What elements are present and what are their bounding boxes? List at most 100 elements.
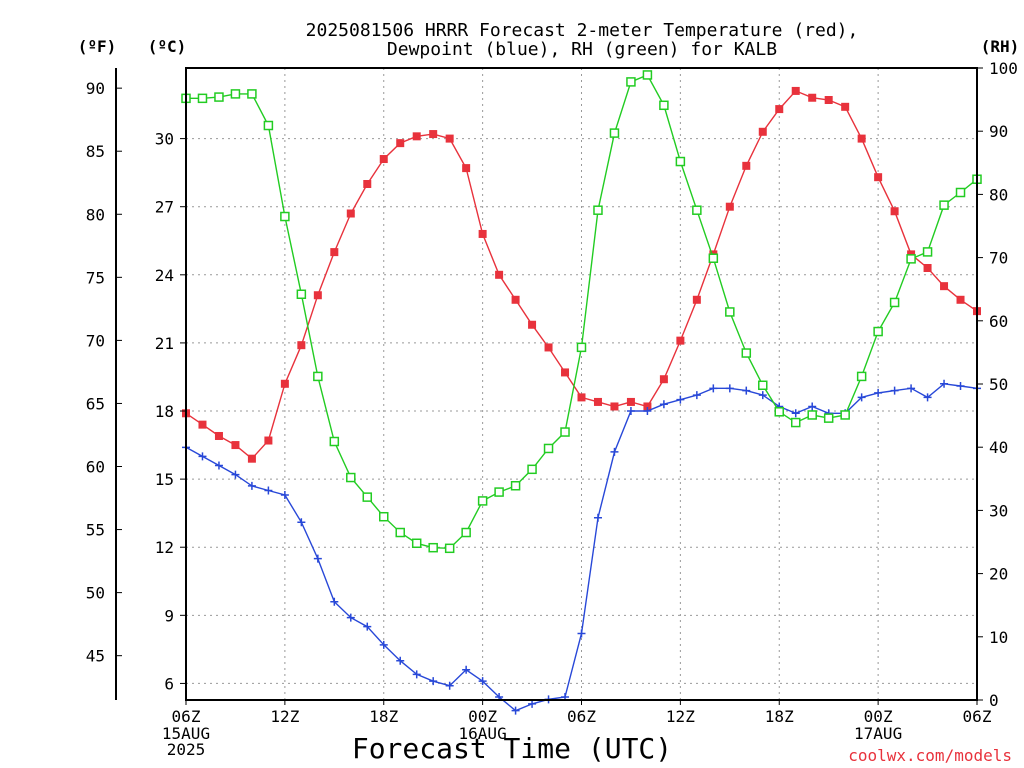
dewpoint-point [396,656,405,665]
rh-point [856,371,867,382]
x-tick-label: 00Z [864,707,893,726]
rh-point [214,92,224,102]
dewpoint-point [923,393,932,402]
rh-point [741,348,752,358]
dewpoint-point [264,486,273,495]
rh-point [477,496,488,506]
temperature-point [396,139,405,148]
x-tick-label: 12Z [666,707,695,726]
temperature-point [791,86,800,95]
temperature-point [956,295,965,304]
temperature-point [890,207,899,216]
rh-point [873,326,883,337]
temperature-point [643,402,652,411]
temperature-point [445,134,454,143]
temperature-point [478,229,487,238]
x-tick-label: 06Z [172,707,201,726]
dewpoint-point [857,393,866,402]
dewpoint-point [528,699,537,708]
temperature-point [429,130,438,139]
dewpoint-point [676,395,685,404]
temperature-point [659,375,668,384]
rh-point [280,211,290,222]
rh-point [576,342,587,353]
temperature-point [247,454,256,463]
temperature-point [214,431,223,440]
dewpoint-point [742,386,751,395]
temperature-point [725,202,734,211]
dewpoint-point [659,400,668,409]
rh-point [642,70,653,80]
celsius-tick-label: 30 [155,130,174,149]
temperature-point [346,209,355,218]
x-tick-label: 12Z [270,707,299,726]
dewpoint-point [907,384,916,393]
rh-point [263,120,274,131]
celsius-tick-label: 24 [155,266,174,285]
fahrenheit-tick-label: 60 [86,458,105,477]
rh-tick-label: 0 [989,691,999,710]
rh-point [560,427,570,437]
rh-point [362,492,373,502]
chart-title-line1: 2025081506 HRRR Forecast 2-meter Tempera… [306,20,859,41]
x-tick-label: 00Z [468,707,497,726]
rh-tick-label: 70 [989,249,1008,268]
dewpoint-point [643,407,652,416]
temperature-point [313,291,322,300]
dewpoint-point [363,622,372,631]
fahrenheit-tick-label: 80 [86,205,105,224]
temperature-point [412,132,421,141]
dewpoint-point [874,388,883,397]
rh-tick-label: 30 [989,501,1008,520]
fahrenheit-tick-label: 65 [86,394,105,413]
rh-point [889,297,900,308]
temperature-point [940,282,949,291]
temperature-point [808,93,817,102]
temperature-point [511,295,520,304]
rh-tick-label: 80 [989,185,1008,204]
celsius-unit-label: (ºC) [148,37,187,56]
fahrenheit-tick-label: 85 [86,142,105,161]
rh-point [774,407,784,417]
rh-point [725,307,735,317]
dewpoint-point [791,409,800,418]
rh-point [939,200,949,210]
x-tick-label: 18Z [369,707,398,726]
dewpoint-point [412,670,421,679]
dewpoint-point [890,386,899,395]
credit-text: coolwx.com/models [848,746,1012,765]
rh-point [609,128,620,138]
fahrenheit-tick-label: 45 [86,647,105,666]
x-tick-label: 18Z [765,707,794,726]
rh-point [411,538,422,549]
temperature-point [692,295,701,304]
rh-point [230,89,241,99]
temperature-point [462,164,471,173]
celsius-tick-label: 18 [155,402,174,421]
celsius-tick-label: 6 [164,674,174,693]
dewpoint-point [346,613,355,622]
dewpoint-point [956,382,965,391]
temperature-point [676,336,685,345]
rh-point [329,436,340,447]
temperature-point [923,263,932,272]
rh-point [823,413,834,423]
dewpoint-point [808,402,817,411]
rh-point [428,542,438,553]
fahrenheit-tick-label: 90 [86,79,105,98]
dewpoint-point [429,677,438,686]
temperature-point [198,420,207,429]
dewpoint-point [593,513,602,522]
date-label: 15AUG [162,724,210,743]
dewpoint-point [758,391,767,400]
dewpoint-point [709,384,718,393]
dewpoint-point [692,391,701,400]
temperature-point [528,320,537,329]
dewpoint-point [297,518,306,527]
temperature-point [874,173,883,182]
rh-point [296,289,307,300]
temperature-point [857,134,866,143]
temperature-point [379,155,388,164]
date-label: 2025 [167,740,206,759]
dewpoint-point [445,681,454,690]
